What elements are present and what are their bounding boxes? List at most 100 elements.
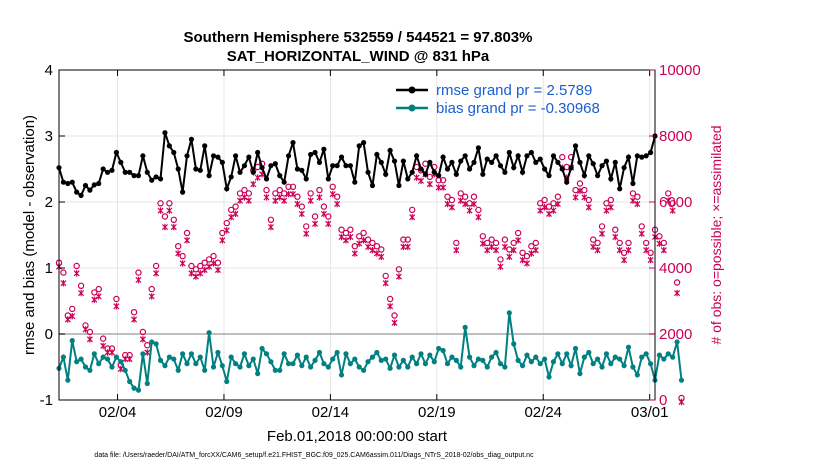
bias-point	[281, 351, 287, 357]
bias-point	[259, 345, 265, 352]
assimilated-marker	[135, 276, 142, 284]
bias-point	[519, 363, 526, 369]
assimilated-marker	[144, 349, 151, 356]
possible-marker	[166, 200, 173, 207]
rmse-point	[546, 173, 552, 179]
possible-marker	[356, 233, 363, 240]
possible-marker	[201, 259, 208, 266]
bias-point	[453, 357, 459, 363]
bias-point	[299, 363, 305, 369]
bias-point	[246, 363, 252, 369]
bias-point	[564, 351, 570, 357]
assimilated-marker	[228, 214, 235, 221]
rmse-point	[338, 154, 345, 160]
possible-marker	[616, 239, 623, 247]
assimilated-marker	[113, 303, 120, 310]
assimilated-marker	[338, 233, 345, 241]
bias-point	[436, 345, 442, 352]
assimilated-marker	[621, 256, 628, 264]
possible-marker	[448, 196, 456, 204]
rmse-point	[462, 153, 468, 159]
rmse-point	[149, 177, 155, 183]
bias-point	[665, 351, 671, 357]
rmse-point	[436, 173, 442, 179]
rmse-point	[69, 179, 75, 185]
bias-point	[162, 363, 168, 369]
bias-point	[515, 357, 521, 363]
assimilated-marker	[369, 247, 376, 254]
bias-point	[555, 351, 561, 357]
possible-marker	[364, 236, 372, 243]
bias-point	[232, 361, 239, 367]
bias-point	[387, 365, 393, 371]
y-axis-right-label: # of obs: o=possible; ×=assimilated	[708, 125, 724, 344]
rmse-point	[232, 153, 239, 159]
assimilated-marker	[351, 250, 358, 257]
possible-marker	[660, 239, 668, 247]
bias-point	[670, 354, 676, 360]
assimilated-marker	[153, 270, 160, 277]
possible-marker	[241, 186, 248, 194]
bias-point	[193, 361, 199, 367]
rmse-point	[312, 149, 318, 156]
bias-point	[171, 356, 177, 362]
bias-point	[268, 359, 274, 365]
rmse-point	[197, 167, 203, 173]
bias-point	[418, 351, 424, 357]
bias-point	[277, 367, 283, 373]
assimilated-marker	[245, 197, 252, 204]
rmse-point	[334, 163, 340, 169]
possible-marker	[170, 216, 177, 223]
assimilated-marker	[316, 194, 323, 201]
possible-marker	[232, 203, 239, 210]
rmse-point	[542, 166, 548, 172]
bias-point	[550, 359, 557, 365]
x-axis: 02/04 02/09 02/14 02/19 02/24 03/01	[99, 70, 669, 421]
x-tick-label: 02/19	[418, 404, 456, 421]
possible-marker	[236, 190, 244, 197]
rmse-point	[634, 153, 640, 159]
rmse-point	[228, 174, 234, 180]
assimilated-marker	[334, 200, 341, 208]
rmse-point	[458, 158, 464, 164]
assimilated-marker	[528, 250, 535, 257]
x-tick-label: 02/24	[524, 404, 562, 421]
bias-point	[131, 385, 137, 391]
x-axis-label: Feb.01,2018 00:00:00 start	[267, 428, 448, 445]
rmse-point	[564, 179, 570, 185]
rmse-point	[82, 182, 89, 189]
bias-point	[422, 361, 429, 367]
possible-marker	[408, 206, 416, 214]
assimilated-marker	[417, 177, 425, 185]
assimilated-marker	[523, 260, 530, 267]
rmse-point	[113, 149, 119, 156]
rmse-point	[352, 179, 358, 185]
bias-point	[577, 371, 583, 377]
rmse-point	[422, 171, 429, 177]
possible-marker	[629, 190, 637, 197]
possible-marker	[139, 328, 147, 336]
bias-point	[175, 367, 181, 373]
possible-marker	[183, 229, 191, 237]
assimilated-marker	[320, 210, 327, 218]
assimilated-marker	[91, 296, 98, 303]
bias-point	[316, 349, 323, 356]
rmse-point	[87, 187, 93, 193]
assimilated-marker	[69, 313, 76, 320]
bias-point	[542, 356, 548, 362]
x-tick-label: 03/01	[631, 404, 669, 421]
bias-point	[149, 339, 155, 345]
rmse-point	[374, 151, 380, 158]
bias-point	[210, 364, 217, 370]
assimilated-marker	[241, 194, 248, 201]
rmse-point	[153, 174, 159, 180]
bias-point	[197, 354, 203, 360]
assimilated-marker	[157, 207, 164, 214]
possible-marker	[475, 206, 482, 214]
rmse-point	[643, 153, 649, 159]
bias-point	[153, 341, 159, 347]
assimilated-marker	[86, 336, 93, 343]
assimilated-marker	[192, 273, 199, 280]
bias-point	[135, 387, 142, 393]
possible-marker	[665, 190, 672, 197]
